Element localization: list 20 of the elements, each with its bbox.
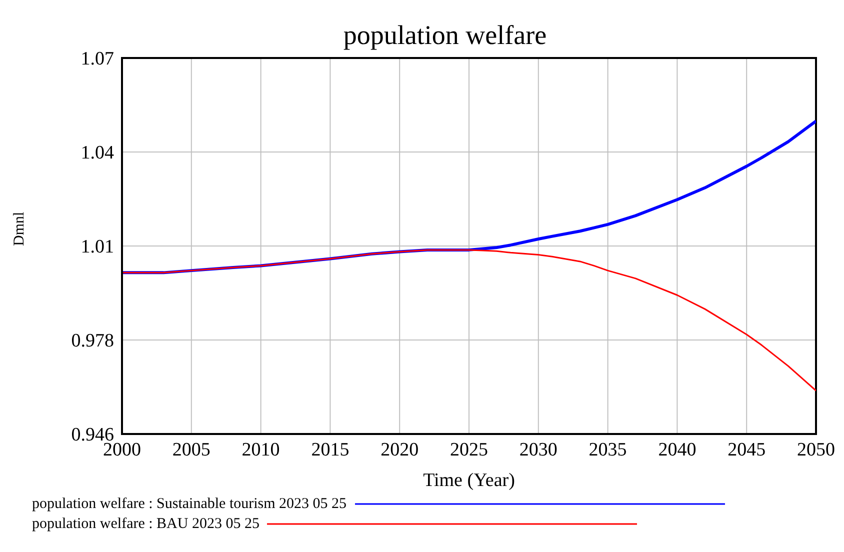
x-tick-label: 2005	[172, 439, 210, 460]
x-axis-title: Time (Year)	[423, 470, 515, 491]
x-tick-label: 2035	[588, 439, 627, 460]
y-tick-label: 1.07	[80, 48, 114, 70]
x-tick-label: 2020	[380, 439, 419, 460]
x-tick-label: 2045	[728, 439, 766, 460]
x-tick-label: 2010	[242, 439, 280, 460]
x-tick-label: 2025	[450, 439, 488, 460]
chart-title: population welfare	[343, 20, 547, 50]
x-tick-label: 2015	[311, 439, 350, 460]
y-tick-label: 1.04	[80, 142, 114, 164]
y-tick-label: 1.01	[80, 236, 114, 258]
legend-label: population welfare : Sustainable tourism 2023 05 25	[32, 495, 347, 514]
line-series	[122, 249, 816, 392]
y-tick-label: 0.978	[71, 330, 114, 352]
legend-label: population welfare : BAU 2023 05 25	[32, 515, 260, 534]
x-tick-label: 2040	[658, 439, 696, 460]
x-tick-label: 2030	[519, 439, 558, 460]
y-axis-title: Dmnl	[11, 212, 28, 246]
x-tick-label: 2050	[797, 439, 835, 460]
